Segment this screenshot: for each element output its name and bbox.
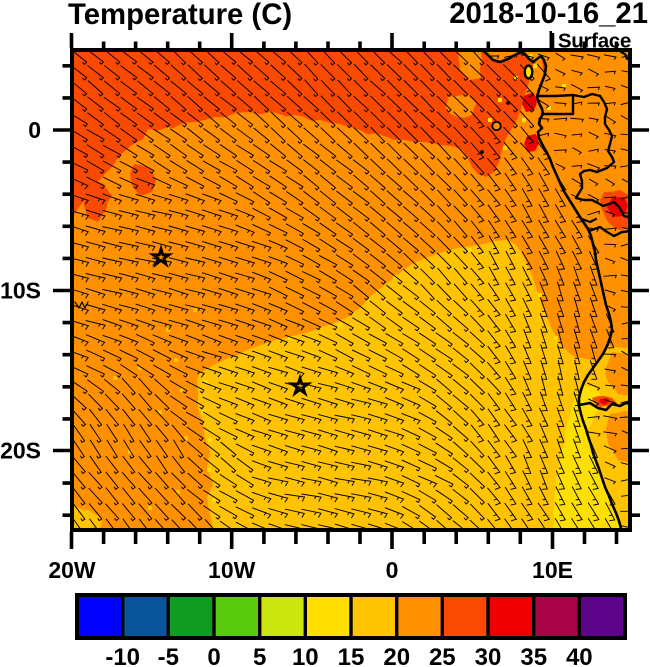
svg-text:10E: 10E	[532, 557, 573, 583]
svg-text:0: 0	[207, 644, 220, 667]
svg-text:15: 15	[338, 644, 365, 667]
svg-text:10S: 10S	[0, 278, 41, 304]
svg-text:0: 0	[386, 557, 399, 583]
svg-text:Temperature (C): Temperature (C)	[68, 0, 292, 31]
svg-text:10W: 10W	[208, 557, 256, 583]
svg-text:-5: -5	[158, 644, 179, 667]
svg-text:2018-10-16_21: 2018-10-16_21	[449, 0, 648, 30]
svg-text:5: 5	[253, 644, 266, 667]
svg-text:Surface: Surface	[558, 30, 631, 53]
svg-text:10: 10	[292, 644, 319, 667]
svg-text:20: 20	[383, 644, 410, 667]
svg-text:20W: 20W	[48, 557, 96, 583]
svg-text:35: 35	[520, 644, 547, 667]
svg-text:30: 30	[475, 644, 502, 667]
svg-text:0: 0	[28, 117, 41, 143]
svg-text:-10: -10	[105, 644, 140, 667]
svg-text:40: 40	[566, 644, 593, 667]
svg-text:20S: 20S	[0, 438, 41, 464]
svg-text:25: 25	[429, 644, 456, 667]
